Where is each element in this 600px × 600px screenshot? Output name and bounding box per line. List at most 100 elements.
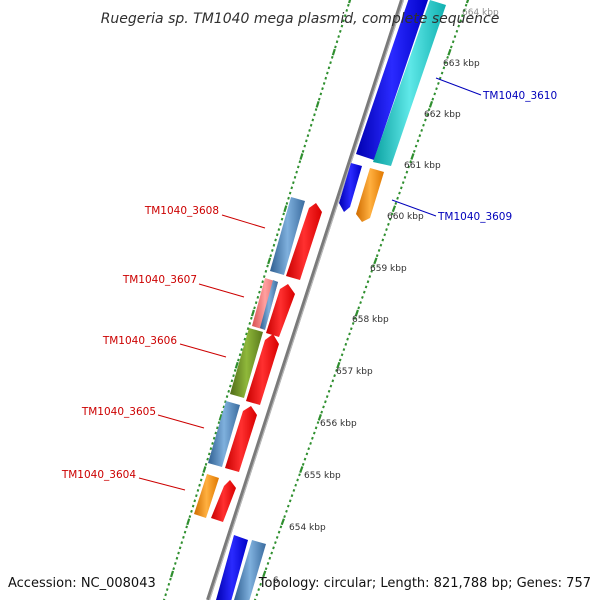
minor-tick: [285, 202, 289, 205]
kbp-label: 656 kbp: [320, 419, 357, 429]
minor-tick: [295, 170, 298, 174]
minor-tick: [254, 301, 258, 305]
minor-tick: [175, 556, 179, 560]
minor-tick: [303, 457, 307, 461]
minor-tick: [285, 509, 288, 513]
gene-label-tm1040-3608[interactable]: TM1040_3608: [144, 205, 219, 217]
minor-tick: [261, 577, 264, 581]
minor-tick: [398, 191, 401, 195]
summary-text: Topology: circular; Length: 821,788 bp; …: [258, 576, 591, 591]
gene-label-tm1040-3607[interactable]: TM1040_3607: [122, 274, 197, 286]
gene-tm1040-3609-orange[interactable]: [356, 168, 384, 222]
minor-tick: [343, 14, 347, 18]
minor-tick: [364, 285, 368, 289]
gene-label-tm1040-3605[interactable]: TM1040_3605: [81, 406, 156, 418]
minor-tick: [379, 243, 383, 247]
gene-bottom-steel[interactable]: [234, 540, 266, 600]
minor-tick: [290, 494, 294, 498]
minor-tick: [321, 87, 324, 91]
minor-tick: [258, 290, 261, 294]
right-tick-ruler: [253, 0, 470, 600]
left-tick-ruler: [162, 0, 352, 600]
minor-tick: [462, 8, 466, 12]
major-tick: [234, 361, 239, 369]
gene-bottom-blue[interactable]: [216, 535, 248, 600]
major-tick: [428, 100, 434, 108]
major-tick: [447, 48, 452, 56]
minor-tick: [243, 337, 247, 341]
minor-tick: [296, 165, 300, 169]
minor-tick: [185, 525, 188, 529]
minor-tick: [335, 368, 338, 372]
minor-tick: [414, 144, 418, 148]
gene-tm1040-3604-right[interactable]: [211, 480, 236, 522]
minor-tick: [368, 275, 372, 279]
minor-tick: [262, 275, 266, 278]
minor-tick: [309, 123, 313, 127]
minor-tick: [292, 488, 296, 492]
minor-tick: [190, 509, 193, 513]
minor-tick: [286, 504, 290, 508]
minor-tick: [199, 478, 203, 482]
minor-tick: [259, 582, 262, 586]
gene-label-tm1040-3604[interactable]: TM1040_3604: [61, 469, 136, 481]
major-tick: [391, 205, 397, 213]
minor-tick: [201, 473, 205, 477]
minor-tick: [325, 395, 329, 399]
minor-tick: [246, 327, 250, 331]
minor-tick: [204, 462, 208, 466]
leader-line: [198, 283, 245, 298]
minor-tick: [288, 191, 292, 195]
major-tick: [354, 309, 359, 317]
gene-tm1040-3606-left[interactable]: [230, 328, 263, 398]
major-tick: [267, 257, 272, 265]
minor-tick: [329, 61, 332, 65]
minor-tick: [257, 588, 261, 592]
gene-label-tm1040-3610[interactable]: TM1040_3610: [482, 90, 557, 102]
minor-tick: [455, 29, 459, 33]
major-tick: [317, 414, 322, 421]
minor-tick: [270, 551, 274, 555]
gene-tm1040-3610-blue[interactable]: [356, 0, 428, 160]
major-tick: [299, 153, 304, 160]
minor-tick: [172, 567, 176, 571]
major-tick: [218, 413, 223, 421]
minor-tick: [301, 462, 305, 466]
minor-tick: [287, 196, 290, 200]
gene-tm1040-3609-blue[interactable]: [339, 163, 362, 212]
minor-tick: [279, 525, 283, 529]
minor-tick: [420, 128, 424, 132]
minor-tick: [449, 45, 453, 49]
gene-tm1040-3608-left[interactable]: [270, 197, 305, 275]
minor-tick: [288, 499, 292, 503]
gene-label-tm1040-3606[interactable]: TM1040_3606: [102, 335, 177, 347]
gene-tm1040-3606-right[interactable]: [246, 334, 279, 405]
minor-tick: [394, 201, 398, 205]
gene-tm1040-3605-left[interactable]: [208, 401, 240, 467]
gene-tm1040-3610-cyan[interactable]: [373, 0, 446, 166]
minor-tick: [211, 442, 214, 445]
minor-tick: [266, 264, 269, 268]
gene-tm1040-3607-right[interactable]: [266, 284, 295, 337]
minor-tick: [282, 212, 285, 216]
gene-tm1040-3608-right[interactable]: [286, 203, 322, 280]
gene-label-tm1040-3609[interactable]: TM1040_3609: [437, 211, 512, 223]
minor-tick: [418, 134, 422, 138]
major-tick: [410, 153, 415, 160]
minor-tick: [396, 196, 399, 200]
minor-tick: [327, 66, 331, 70]
minor-tick: [275, 535, 279, 539]
minor-tick: [338, 29, 342, 33]
minor-tick: [238, 353, 242, 357]
minor-tick: [311, 118, 315, 122]
leader-line: [391, 199, 437, 217]
minor-tick: [314, 426, 318, 430]
minor-tick: [431, 97, 435, 101]
minor-tick: [209, 447, 213, 451]
minor-tick: [435, 87, 438, 91]
gene-tm1040-3604-left[interactable]: [194, 474, 219, 518]
leader-line: [435, 77, 482, 96]
gene-tm1040-3605-right[interactable]: [225, 406, 257, 472]
kbp-label: 662 kbp: [424, 110, 461, 120]
